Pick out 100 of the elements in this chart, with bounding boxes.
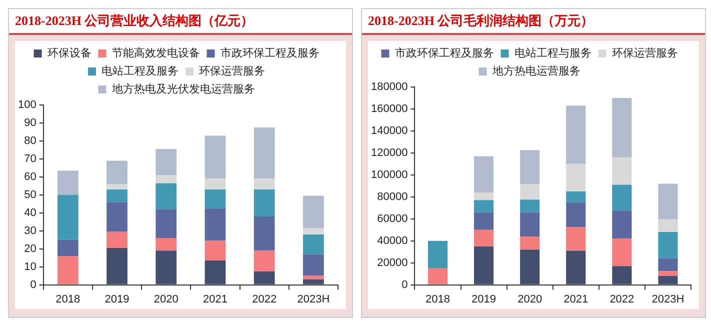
- bar: [204, 208, 226, 241]
- y-tick-label: 0: [402, 278, 408, 291]
- bar: [303, 196, 324, 228]
- bar: [474, 212, 494, 230]
- bar: [520, 250, 540, 284]
- bar: [658, 271, 678, 276]
- bar: [303, 234, 324, 254]
- bar: [254, 178, 275, 190]
- bar: [520, 200, 540, 212]
- bar: [57, 256, 78, 284]
- y-tick-label: 40: [24, 206, 36, 219]
- bar: [156, 238, 177, 251]
- bar: [658, 232, 678, 258]
- x-tick-label: 2023H: [297, 293, 330, 306]
- bar: [474, 156, 494, 192]
- bar: [612, 184, 632, 211]
- y-tick-label: 70: [24, 152, 36, 165]
- legend-label: 市政环保工程及服务: [394, 46, 494, 60]
- x-tick-label: 2022: [252, 293, 277, 306]
- bar: [612, 238, 632, 266]
- bar: [57, 194, 78, 240]
- x-tick-label: 2021: [202, 293, 228, 306]
- bar: [204, 178, 226, 190]
- bar: [254, 216, 275, 251]
- y-tick-label: 120000: [370, 146, 408, 159]
- bar: [520, 150, 540, 184]
- legend-label: 地方热电及光伏发电运营服务: [110, 82, 255, 96]
- bar: [566, 227, 586, 251]
- bar: [566, 202, 586, 228]
- bar: [612, 210, 632, 239]
- x-tick-label: 2020: [518, 293, 542, 306]
- bar: [428, 268, 448, 284]
- legend-label: 市政环保工程及服务: [220, 46, 320, 60]
- bar: [658, 276, 678, 284]
- bar: [254, 271, 275, 284]
- bar: [254, 190, 275, 216]
- bar: [303, 279, 324, 284]
- x-tick-label: 2022: [610, 293, 634, 306]
- bar: [204, 136, 226, 179]
- bar: [106, 202, 128, 232]
- bar: [106, 232, 128, 248]
- bar: [57, 170, 78, 195]
- y-tick-label: 10: [24, 260, 36, 273]
- bar: [106, 160, 128, 184]
- y-tick-label: 60000: [377, 212, 408, 225]
- bar: [520, 212, 540, 236]
- bar: [156, 149, 177, 176]
- bar: [156, 250, 177, 284]
- legend-label: 电站工程及服务: [102, 64, 178, 78]
- legend-label: 节能高效发电设备: [112, 46, 200, 60]
- bar: [658, 258, 678, 272]
- bar: [520, 236, 540, 250]
- y-tick-label: 60: [24, 170, 36, 183]
- y-tick-label: 180000: [370, 81, 408, 94]
- bar: [254, 127, 275, 179]
- legend-label: 环保设备: [47, 48, 92, 60]
- y-tick-label: 20000: [377, 256, 408, 269]
- bar: [566, 191, 586, 202]
- bar: [474, 230, 494, 246]
- bar: [612, 157, 632, 185]
- y-tick-label: 80000: [377, 190, 408, 203]
- bar: [156, 175, 177, 184]
- bar: [106, 190, 128, 202]
- x-tick-label: 2018: [425, 293, 450, 306]
- bar: [156, 183, 177, 210]
- bar: [106, 248, 128, 284]
- x-tick-label: 2023H: [652, 293, 684, 306]
- bar: [566, 164, 586, 192]
- legend-label: 环保运营服务: [612, 46, 678, 60]
- bar: [204, 190, 226, 208]
- y-tick-label: 50: [24, 188, 36, 201]
- bar: [428, 240, 448, 268]
- bar: [156, 209, 177, 238]
- bar: [658, 219, 678, 232]
- x-tick-label: 2020: [154, 293, 178, 306]
- bar: [566, 106, 586, 164]
- y-tick-label: 80: [24, 134, 36, 147]
- bar: [303, 276, 324, 280]
- bar: [520, 184, 540, 200]
- bar: [254, 250, 275, 272]
- x-tick-label: 2021: [564, 293, 588, 306]
- bar: [612, 266, 632, 284]
- bar: [474, 192, 494, 200]
- legend-label: 地方热电运营服务: [491, 64, 580, 78]
- bar: [474, 200, 494, 212]
- y-tick-label: 30: [24, 224, 36, 237]
- bar: [57, 240, 78, 256]
- bar: [612, 98, 632, 158]
- bar: [204, 240, 226, 261]
- legend-label: 电站工程与服务: [514, 46, 592, 60]
- x-tick-label: 2019: [472, 293, 496, 306]
- bar: [566, 250, 586, 284]
- y-tick-label: 90: [24, 117, 36, 130]
- bar: [658, 184, 678, 220]
- bar: [106, 184, 128, 190]
- y-tick-label: 140000: [370, 124, 408, 137]
- bar: [204, 260, 226, 284]
- y-tick-label: 160000: [370, 103, 408, 116]
- y-tick-label: 0: [30, 278, 36, 291]
- chart-title: 2018-2023H 公司营业收入结构图（亿元）: [9, 9, 352, 35]
